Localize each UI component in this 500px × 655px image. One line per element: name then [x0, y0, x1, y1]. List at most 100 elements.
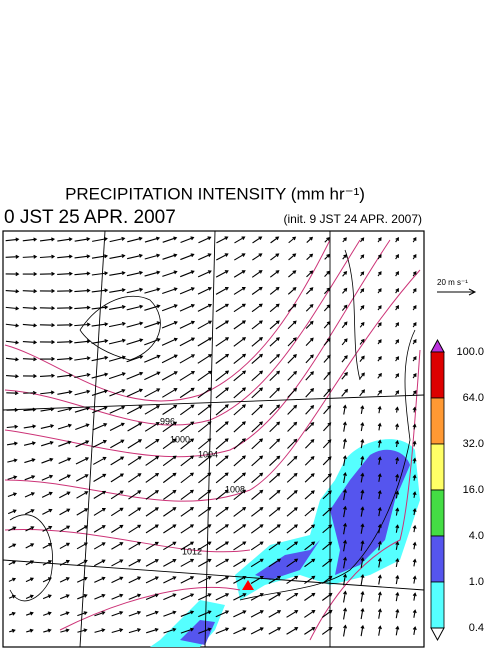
- wind-arrow: [395, 322, 400, 328]
- wind-arrow: [39, 289, 56, 294]
- wind-arrow: [233, 506, 247, 517]
- wind-arrow: [412, 440, 417, 447]
- wind-arrow: [76, 491, 89, 499]
- wind-arrow: [111, 593, 124, 600]
- wind-arrow: [233, 472, 246, 484]
- wind-arrow: [395, 271, 399, 277]
- wind-arrow: [145, 593, 159, 600]
- colorbar-label: 0.4: [469, 622, 484, 634]
- wind-arrow: [304, 438, 315, 449]
- wind-arrow: [377, 625, 382, 636]
- wind-arrow: [198, 541, 212, 551]
- wind-arrow: [251, 370, 264, 382]
- wind-arrow: [305, 337, 314, 347]
- wind-arrow: [162, 388, 178, 398]
- wind-arrow: [287, 337, 297, 347]
- wind-arrow: [323, 337, 331, 346]
- wind-arrow: [146, 627, 159, 634]
- wind-arrow: [377, 540, 382, 551]
- wind-arrow: [215, 404, 229, 416]
- wind-arrow: [76, 559, 88, 567]
- wind-arrow: [91, 288, 109, 293]
- wind-arrow: [269, 472, 281, 483]
- wind-arrow: [287, 320, 297, 330]
- wind-arrow: [128, 490, 142, 500]
- wind-arrow: [145, 559, 159, 567]
- wind-arrow: [109, 271, 126, 276]
- wind-arrow: [287, 303, 297, 312]
- wind-arrow: [233, 575, 247, 584]
- wind-arrow: [395, 473, 400, 482]
- wind-arrow: [197, 576, 212, 584]
- wind-arrow: [108, 355, 126, 362]
- wind-arrow: [57, 288, 73, 293]
- wind-arrow: [359, 305, 365, 311]
- wind-arrow: [359, 389, 366, 397]
- wind-arrow: [22, 374, 38, 379]
- wind-arrow: [74, 339, 91, 344]
- wind-arrow: [395, 440, 400, 447]
- wind-arrow: [270, 236, 280, 244]
- wind-arrow: [306, 253, 314, 261]
- wind-arrow: [127, 405, 143, 415]
- wind-arrow: [412, 507, 417, 516]
- wind-arrow: [59, 594, 70, 600]
- wind-arrow: [198, 489, 212, 501]
- wind-arrow: [360, 237, 365, 243]
- wind-arrow: [94, 593, 106, 600]
- wind-arrow: [412, 575, 417, 584]
- wind-arrow: [92, 439, 107, 448]
- wind-arrow: [287, 438, 298, 449]
- wind-arrow: [128, 576, 142, 584]
- wind-arrow: [92, 237, 108, 242]
- wind-arrow: [251, 455, 264, 467]
- wind-arrow: [93, 525, 106, 533]
- wind-arrow: [163, 627, 177, 634]
- wind-arrow: [57, 390, 73, 395]
- wind-arrow: [94, 559, 106, 567]
- wind-arrow: [395, 574, 400, 585]
- wind-arrow: [5, 254, 20, 259]
- wind-arrow: [233, 524, 247, 534]
- wind-arrow: [269, 286, 280, 295]
- wind-arrow: [39, 271, 56, 276]
- wind-arrow: [144, 388, 161, 398]
- wind-arrow: [94, 576, 106, 583]
- wind-arrow: [9, 628, 16, 633]
- wind-arrow: [77, 628, 88, 633]
- wind-arrow: [323, 371, 331, 381]
- wind-arrow: [268, 575, 282, 584]
- wind-arrow: [287, 404, 298, 415]
- wind-arrow: [23, 424, 37, 429]
- wind-arrow: [215, 489, 229, 501]
- wind-arrow: [144, 354, 161, 363]
- wind-arrow: [145, 472, 160, 483]
- colorbar-label: 16.0: [463, 484, 484, 496]
- wind-arrow: [233, 303, 246, 313]
- wind-arrow: [24, 458, 36, 464]
- wind-arrow: [233, 558, 247, 568]
- wind-arrow: [251, 421, 264, 433]
- wind-arrow: [233, 541, 247, 551]
- coastlines: [9, 249, 416, 602]
- wind-arrow: [179, 387, 195, 399]
- wind-arrow: [288, 253, 297, 261]
- contour-label: 996: [160, 416, 175, 426]
- wind-arrow: [25, 611, 34, 616]
- wind-arrow: [180, 593, 195, 601]
- colorbar-segment: [430, 581, 445, 629]
- wind-arrow: [360, 421, 365, 432]
- wind-arrow: [109, 236, 126, 243]
- wind-arrow: [39, 356, 56, 361]
- wind-arrow: [377, 506, 382, 517]
- contour-label: 1004: [198, 449, 218, 459]
- wind-arrow: [109, 305, 126, 310]
- colorbar-label: 64.0: [463, 392, 484, 404]
- wind-arrow: [251, 270, 263, 278]
- wind-arrow: [5, 357, 20, 362]
- wind-arrow: [412, 253, 417, 260]
- wind-arrow: [304, 490, 315, 500]
- wind-arrow: [128, 610, 142, 617]
- wind-arrow: [395, 507, 400, 516]
- wind-arrow: [286, 472, 298, 483]
